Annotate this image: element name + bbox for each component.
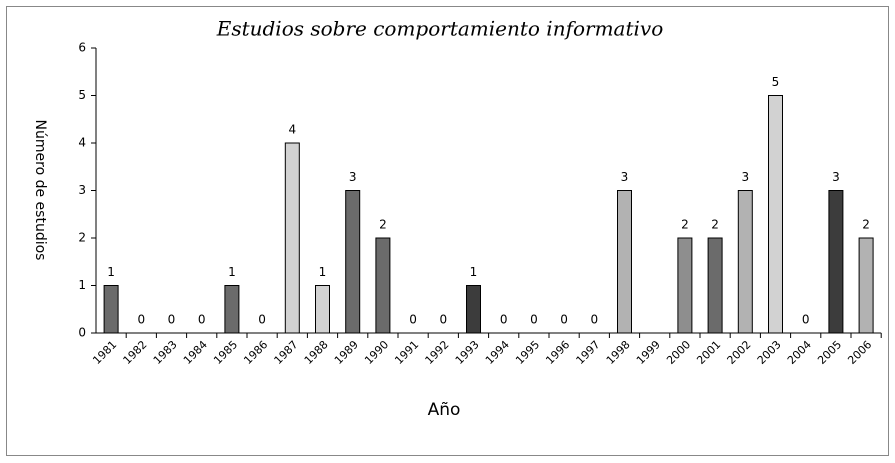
- bar: [103, 285, 119, 334]
- data-label: 3: [349, 170, 357, 184]
- bar: [737, 190, 753, 334]
- data-label: 1: [107, 265, 115, 279]
- data-label: 5: [772, 75, 780, 89]
- data-label: 1: [470, 265, 478, 279]
- data-label: 2: [681, 218, 689, 232]
- bar: [707, 237, 723, 334]
- data-label: 2: [711, 218, 719, 232]
- data-label: 4: [288, 123, 296, 137]
- y-axis-label: Número de estudios: [32, 120, 48, 261]
- bar: [466, 285, 481, 334]
- data-label: 3: [621, 170, 629, 184]
- y-tick-label: 4: [78, 136, 86, 150]
- data-label: 2: [862, 218, 870, 232]
- data-label: 2: [379, 218, 387, 232]
- data-label: 0: [409, 313, 417, 327]
- data-label: 3: [832, 170, 840, 184]
- data-label: 0: [439, 313, 447, 327]
- data-label: 0: [500, 313, 508, 327]
- bar: [828, 190, 844, 334]
- bar: [224, 285, 240, 334]
- y-tick-label: 0: [78, 326, 86, 340]
- bar: [617, 190, 632, 334]
- y-tick-label: 2: [78, 231, 86, 245]
- bar: [768, 95, 783, 334]
- y-tick-label: 6: [78, 41, 86, 55]
- data-label: 0: [137, 313, 145, 327]
- bar: [315, 285, 330, 334]
- bar: [677, 237, 693, 334]
- data-label: 0: [802, 313, 810, 327]
- frame: [6, 6, 889, 456]
- bar: [858, 237, 874, 334]
- data-label: 0: [530, 313, 538, 327]
- data-label: 3: [741, 170, 749, 184]
- data-label: 0: [590, 313, 598, 327]
- data-label: 0: [168, 313, 176, 327]
- data-label: 1: [228, 265, 236, 279]
- data-label: 0: [258, 313, 266, 327]
- y-tick-label: 1: [78, 278, 86, 292]
- y-tick-label: 5: [78, 88, 86, 102]
- bar: [375, 237, 391, 334]
- data-label: 1: [319, 265, 327, 279]
- bar: [345, 190, 361, 334]
- y-tick-label: 3: [78, 183, 86, 197]
- x-axis-label: Año: [428, 400, 461, 420]
- data-label: 0: [198, 313, 206, 327]
- data-label: 0: [560, 313, 568, 327]
- bar: [284, 142, 300, 334]
- chart-title: Estudios sobre comportamiento informativ…: [216, 17, 664, 41]
